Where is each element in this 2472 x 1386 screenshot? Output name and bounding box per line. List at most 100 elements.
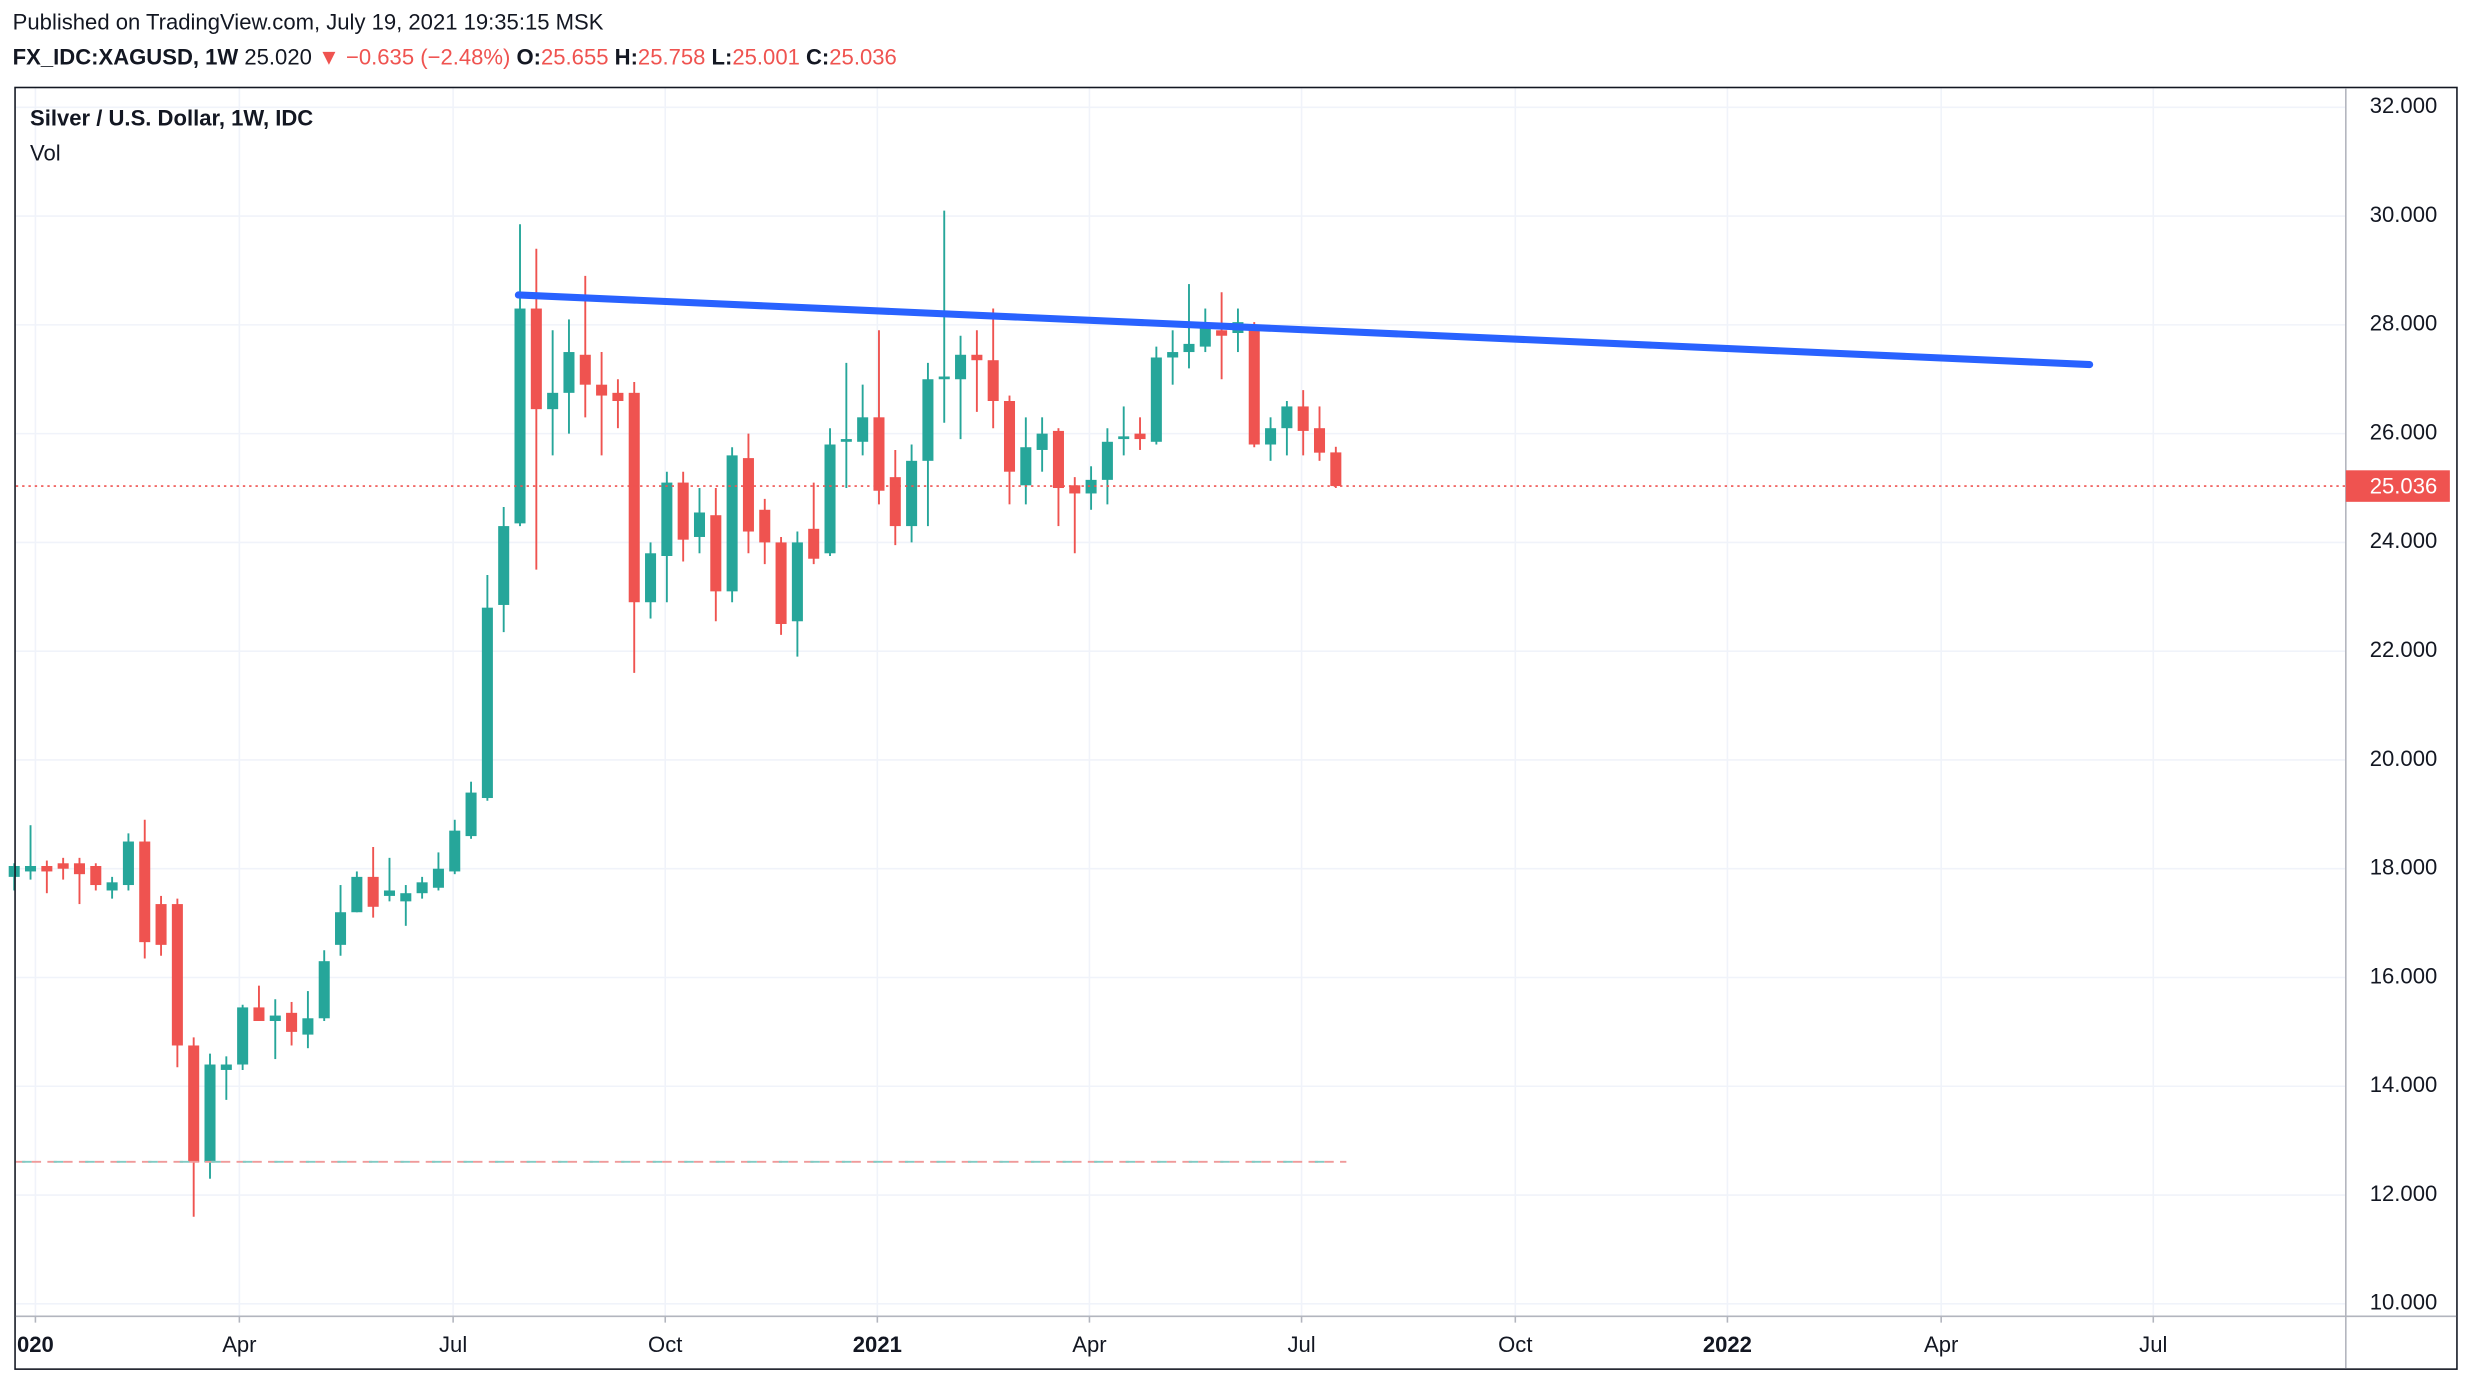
candle-body xyxy=(351,876,363,913)
candle-body xyxy=(25,866,37,872)
y-tick-label: 18.000 xyxy=(2370,855,2437,880)
candle-body xyxy=(449,830,461,872)
grid xyxy=(15,88,2346,1317)
candle-body xyxy=(383,890,396,896)
candle-body xyxy=(1101,441,1113,480)
candle-body xyxy=(693,512,706,537)
candle-body xyxy=(1281,406,1293,429)
x-tick-label: 2021 xyxy=(853,1332,902,1357)
candle-body xyxy=(1085,479,1097,494)
candle-body xyxy=(1003,401,1016,472)
candle-body xyxy=(677,482,689,540)
close-value: 25.036 xyxy=(829,44,896,69)
candle-body xyxy=(204,1064,216,1163)
candle-body xyxy=(1216,330,1228,336)
x-tick-label: Apr xyxy=(222,1332,256,1357)
candle-body xyxy=(106,882,118,891)
x-tick-label: Jul xyxy=(2139,1332,2167,1357)
candle-body xyxy=(1313,428,1326,453)
y-tick-label: 24.000 xyxy=(2370,528,2437,553)
candle-body xyxy=(742,458,754,532)
published-note: Published on TradingView.com, July 19, 2… xyxy=(13,9,604,34)
candle-body xyxy=(514,308,526,524)
x-tick-label: Apr xyxy=(1072,1332,1106,1357)
candle-body xyxy=(971,354,983,361)
candle-body xyxy=(269,1015,281,1022)
candle-body xyxy=(1199,324,1211,347)
y-tick-label: 30.000 xyxy=(2370,202,2437,227)
candle-body xyxy=(1118,436,1130,440)
x-tick-label: Jul xyxy=(1287,1332,1315,1357)
ohlc-label: C: xyxy=(806,44,829,69)
candle-body xyxy=(612,392,624,402)
candle-body xyxy=(318,961,330,1019)
legend-title: Silver / U.S. Dollar, 1W, IDC xyxy=(30,106,313,131)
candle-body xyxy=(922,379,934,461)
axes: 10.000 12.000 14.000 16.000 18.000 20.000 22.0… xyxy=(17,93,2450,1357)
last-price-label: 25.036 xyxy=(2370,473,2437,498)
candle-body xyxy=(1020,447,1032,486)
x-tick-label: Oct xyxy=(648,1332,682,1357)
x-tick-label: 020 xyxy=(17,1332,54,1357)
symbol-line: FX_IDC:XAGUSD, 1W 25.020 ▼ −0.635 (−2.48… xyxy=(13,44,897,69)
candle-body xyxy=(824,444,836,554)
open-value: 25.655 xyxy=(541,44,608,69)
y-tick-label: 26.000 xyxy=(2370,419,2437,444)
y-tick-label: 32.000 xyxy=(2370,93,2437,118)
ohlc-label: O: xyxy=(517,44,542,69)
candle-body xyxy=(938,376,950,380)
candle-body xyxy=(840,439,852,442)
candle-body xyxy=(791,542,803,622)
candle-body xyxy=(155,904,167,945)
candle-body xyxy=(1167,352,1179,358)
y-tick-label: 10.000 xyxy=(2370,1290,2437,1315)
candle-body xyxy=(710,515,722,592)
indicator-label: Vol xyxy=(30,140,61,165)
candle-body xyxy=(188,1045,200,1163)
candle-body xyxy=(1297,406,1309,431)
candle-body xyxy=(253,1007,265,1022)
candle-body xyxy=(987,360,999,402)
x-tick-label: Oct xyxy=(1498,1332,1532,1357)
high-value: 25.758 xyxy=(638,44,705,69)
candle-body xyxy=(596,384,608,396)
candle-body xyxy=(1150,357,1162,442)
candle-body xyxy=(579,354,591,385)
candle-body xyxy=(808,528,820,559)
candle-body xyxy=(1134,433,1146,440)
price-change: −0.635 (−2.48%) xyxy=(346,44,510,69)
candle-body xyxy=(171,904,183,1046)
symbol: FX_IDC:XAGUSD, 1W xyxy=(13,44,239,69)
candle-body xyxy=(367,876,379,907)
candle-body xyxy=(73,863,85,875)
candle-body xyxy=(1330,452,1342,487)
candle-body xyxy=(498,526,510,605)
low-value: 25.001 xyxy=(732,44,799,69)
candle-body xyxy=(955,354,967,380)
candle-body xyxy=(775,542,787,624)
candle-body xyxy=(547,392,559,410)
plot xyxy=(8,210,2346,1217)
candle-body xyxy=(57,863,69,869)
candle-body xyxy=(8,866,20,877)
ohlc-label: L: xyxy=(712,44,733,69)
candle-body xyxy=(302,1018,314,1035)
last-price-tag xyxy=(2345,470,2450,502)
candle-body xyxy=(481,607,493,799)
candle-body xyxy=(1265,428,1277,445)
x-tick-label: Apr xyxy=(1924,1332,1958,1357)
candle-body xyxy=(465,792,477,837)
candle-body xyxy=(90,866,102,886)
candle-body xyxy=(1069,485,1081,494)
candle-body xyxy=(873,417,885,491)
candle-body xyxy=(661,482,673,557)
last-price: 25.020 xyxy=(244,44,311,69)
candle-body xyxy=(237,1007,249,1065)
y-tick-label: 22.000 xyxy=(2370,637,2437,662)
trendline xyxy=(514,291,2094,369)
y-tick-label: 16.000 xyxy=(2370,963,2437,988)
frame xyxy=(14,86,2458,1370)
y-tick-label: 14.000 xyxy=(2370,1072,2437,1097)
candle-body xyxy=(41,866,53,872)
candle-body xyxy=(530,308,542,410)
